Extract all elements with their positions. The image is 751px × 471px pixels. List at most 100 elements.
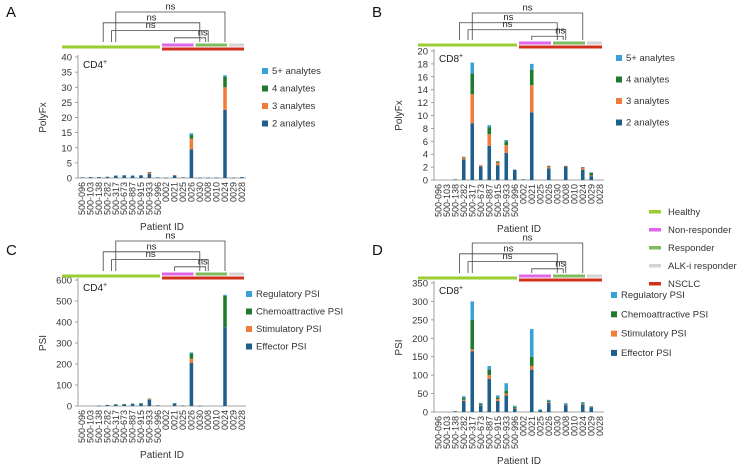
x-tick-label: 0021: [170, 182, 180, 202]
bar-segment: [504, 393, 509, 396]
y-tick-label: 10: [61, 143, 72, 154]
bar-segment: [580, 167, 585, 170]
significance-label: ns: [146, 241, 156, 252]
bar-segment: [198, 177, 202, 179]
bar-segment: [478, 165, 483, 167]
bar-segment: [487, 134, 492, 146]
bar-segment: [97, 405, 101, 407]
bar-segment: [461, 157, 466, 160]
bar-segment: [546, 400, 551, 403]
y-tick-label: 200: [412, 334, 428, 345]
bar-segment: [114, 404, 118, 405]
group-bar: [519, 278, 602, 282]
bar-segment: [461, 397, 466, 400]
y-tick-label: 0: [67, 402, 72, 413]
bar-segment: [97, 177, 101, 178]
significance-label: ns: [503, 251, 513, 262]
bar-segment: [114, 175, 118, 178]
bar-segment: [181, 177, 185, 178]
significance-label: ns: [198, 27, 208, 38]
group-bar: [418, 43, 517, 47]
y-tick-label: 0: [67, 174, 72, 185]
x-tick-label: 0010: [569, 184, 579, 204]
significance-label: ns: [522, 3, 532, 14]
bar-segment: [223, 327, 227, 406]
group-bar: [519, 274, 551, 278]
x-tick-label: 500-887: [128, 182, 138, 215]
significance-bracket: [531, 268, 564, 273]
x-tick-label: 500-673: [476, 184, 486, 217]
y-tick-label: 500: [56, 297, 72, 308]
bar-segment: [589, 176, 594, 180]
group-legend: Healthy Non-responder Responder ALK-i respo…: [649, 207, 737, 290]
legend-label: 3 analytes: [626, 96, 670, 107]
x-tick-label: 500-138: [94, 410, 104, 443]
significance-bracket: [471, 12, 584, 40]
significance-label: ns: [146, 12, 156, 23]
panel-letter: B: [372, 4, 382, 21]
group-bar: [162, 47, 244, 51]
bar-segment: [538, 410, 543, 412]
bar-segment: [589, 407, 594, 412]
legend-label: Regulatory PSI: [256, 289, 320, 300]
x-tick-label: 0029: [228, 410, 238, 430]
group-bar: [195, 272, 228, 276]
bar-segment: [231, 177, 236, 179]
bar-segment: [122, 404, 126, 405]
bar-segment: [495, 162, 500, 166]
y-tick-label: 4: [423, 150, 428, 161]
y-tick-label: 6: [423, 137, 428, 148]
legend-label: Stimulatory PSI: [621, 329, 686, 340]
significance-bracket: [111, 259, 209, 271]
significance-bracket: [531, 35, 564, 40]
y-tick-label: 200: [56, 360, 72, 371]
significance-bracket: [459, 22, 558, 40]
legend-swatch: [262, 85, 268, 92]
y-tick-label: 14: [417, 85, 428, 96]
significance-bracket: [102, 22, 201, 42]
group-bar: [195, 43, 228, 47]
bar-segment: [563, 403, 568, 405]
bar-segment: [563, 165, 568, 167]
bar-segment: [546, 399, 551, 401]
x-tick-label: 500-915: [493, 184, 503, 217]
bar-segment: [189, 149, 194, 178]
bar-segment: [172, 174, 177, 176]
bar-segment: [147, 399, 152, 400]
bar-segment: [453, 179, 458, 180]
x-tick-label: 500-915: [493, 416, 503, 449]
y-tick-label: 300: [412, 297, 428, 308]
bar-segment: [223, 76, 227, 88]
x-tick-label: 0021: [170, 410, 180, 430]
bar-segment: [546, 165, 551, 167]
significance-bracket: [467, 29, 567, 40]
x-tick-label: 0021: [527, 416, 537, 436]
bar-segment: [223, 294, 227, 296]
bar-segment: [504, 152, 509, 180]
y-tick-label: 12: [417, 98, 428, 109]
bar-segment: [181, 405, 185, 407]
bar-segment: [487, 378, 492, 412]
bar-segment: [461, 400, 466, 412]
group-legend-label: Responder: [668, 243, 714, 254]
legend-swatch: [246, 308, 252, 315]
x-tick-label: 500-996: [510, 184, 520, 217]
bar-segment: [504, 140, 509, 142]
bar-segment: [487, 125, 492, 128]
significance-bracket: [102, 251, 201, 271]
x-tick-label: 0026: [186, 182, 196, 202]
legend-swatch: [262, 120, 268, 127]
bar-segment: [114, 404, 118, 406]
legend-swatch: [616, 119, 622, 126]
bar-segment: [563, 404, 568, 406]
group-bar: [519, 41, 551, 45]
bar-segment: [470, 123, 475, 180]
x-tick-label: 0030: [552, 416, 562, 436]
bar-segment: [495, 165, 500, 180]
bar-segment: [189, 138, 194, 150]
group-bar: [162, 272, 194, 276]
significance-label: ns: [146, 249, 156, 260]
x-tick-label: 0029: [586, 184, 596, 204]
bar-segment: [487, 375, 492, 379]
x-tick-label: 500-933: [501, 184, 511, 217]
